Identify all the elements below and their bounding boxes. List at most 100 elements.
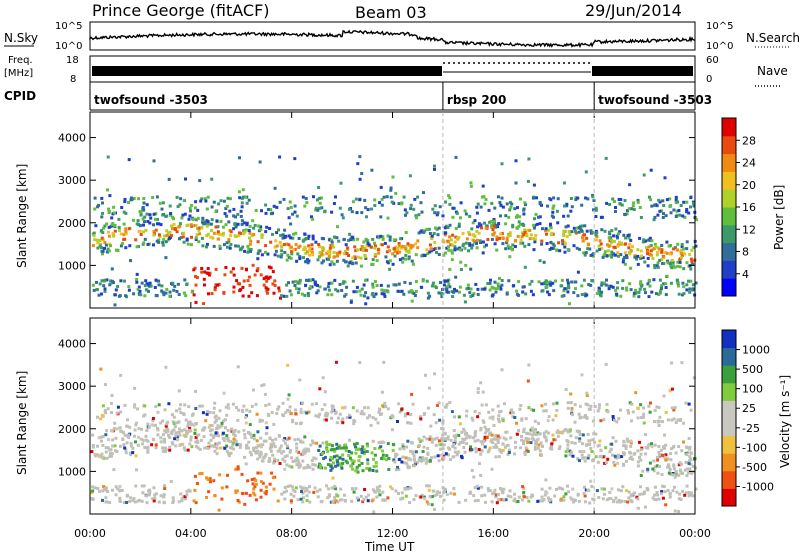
- scatter-cell: [182, 446, 186, 450]
- scatter-cell: [203, 222, 207, 226]
- scatter-cell: [304, 447, 308, 451]
- scatter-cell: [471, 221, 475, 225]
- scatter-cell: [406, 466, 410, 470]
- scatter-cell: [264, 439, 268, 443]
- scatter-cell: [566, 401, 570, 405]
- scatter-cell: [467, 231, 471, 234]
- scatter-cell: [545, 232, 548, 236]
- scatter-cell: [210, 292, 214, 295]
- scatter-cell: [301, 195, 305, 199]
- scatter-cell: [453, 450, 457, 454]
- scatter-cell: [597, 406, 601, 410]
- scatter-cell: [452, 492, 456, 496]
- scatter-cell: [658, 291, 662, 295]
- scatter-cell: [364, 206, 368, 210]
- scatter-cell: [227, 238, 231, 242]
- scatter-cell: [317, 196, 321, 200]
- scatter-cell: [469, 294, 473, 298]
- scatter-cell: [208, 480, 212, 484]
- scatter-cell: [614, 288, 618, 292]
- scatter-cell: [330, 466, 334, 470]
- scatter-cell: [516, 234, 520, 238]
- colorbar-tick: 24: [742, 157, 756, 170]
- scatter-cell: [118, 489, 122, 493]
- scatter-cell: [514, 440, 517, 444]
- scatter-cell: [456, 450, 460, 454]
- scatter-cell: [225, 444, 229, 448]
- scatter-cell: [287, 393, 291, 397]
- scatter-cell: [528, 229, 532, 232]
- scatter-cell: [521, 290, 525, 294]
- scatter-cell: [258, 453, 262, 457]
- scatter-cell: [409, 413, 413, 417]
- scatter-cell: [201, 219, 205, 223]
- scatter-cell: [606, 243, 609, 247]
- scatter-cell: [652, 469, 656, 473]
- scatter-cell: [248, 236, 251, 240]
- scatter-cell: [137, 435, 141, 439]
- scatter-cell: [647, 404, 651, 408]
- scatter-cell: [629, 207, 633, 211]
- scatter-cell: [201, 216, 205, 220]
- scatter-cell: [231, 402, 235, 406]
- scatter-cell: [348, 415, 352, 419]
- scatter-cell: [248, 423, 252, 427]
- scatter-cell: [330, 444, 334, 448]
- scatter-cell: [328, 443, 332, 446]
- scatter-cell: [452, 429, 456, 432]
- scatter-cell: [140, 484, 144, 488]
- scatter-cell: [639, 257, 643, 260]
- scatter-cell: [271, 282, 275, 286]
- scatter-cell: [689, 408, 693, 412]
- scatter-cell: [206, 410, 209, 414]
- scatter-cell: [598, 239, 602, 243]
- scatter-cell: [254, 402, 258, 406]
- scatter-cell: [186, 424, 190, 428]
- scatter-cell: [481, 390, 485, 394]
- scatter-cell: [121, 437, 125, 441]
- scatter-cell: [285, 294, 289, 298]
- scatter-cell: [480, 403, 484, 407]
- scatter-cell: [533, 217, 536, 221]
- scatter-cell: [242, 279, 246, 283]
- scatter-cell: [303, 489, 307, 493]
- scatter-cell: [330, 281, 334, 285]
- scatter-cell: [403, 461, 407, 465]
- scatter-cell: [483, 202, 487, 206]
- scatter-cell: [545, 242, 549, 245]
- scatter-cell: [667, 463, 670, 467]
- scatter-cell: [499, 214, 502, 218]
- scatter-cell: [282, 243, 286, 247]
- scatter-cell: [587, 454, 591, 457]
- scatter-cell: [363, 246, 367, 250]
- scatter-cell: [548, 446, 552, 450]
- scatter-cell: [182, 198, 186, 202]
- scatter-cell: [414, 289, 418, 293]
- scatter-cell: [682, 200, 686, 204]
- scatter-cell: [532, 432, 536, 436]
- scatter-cell: [386, 234, 390, 238]
- scatter-cell: [431, 207, 435, 211]
- scatter-cell: [560, 294, 564, 298]
- scatter-cell: [211, 436, 215, 439]
- scatter-cell: [571, 454, 575, 458]
- scatter-cell: [124, 211, 128, 215]
- scatter-cell: [442, 253, 446, 257]
- scatter-cell: [440, 443, 443, 447]
- scatter-cell: [371, 237, 375, 241]
- scatter-cell: [682, 292, 686, 296]
- scatter-cell: [154, 228, 158, 232]
- scatter-cell: [594, 238, 598, 242]
- scatter-cell: [300, 490, 303, 493]
- scatter-cell: [626, 234, 630, 238]
- scatter-cell: [600, 215, 604, 219]
- scatter-cell: [138, 210, 142, 214]
- scatter-cell: [666, 488, 670, 492]
- scatter-cell: [377, 489, 381, 493]
- scatter-cell: [238, 156, 241, 160]
- ytick-label: 2000: [58, 423, 86, 436]
- scatter-cell: [108, 194, 112, 198]
- scatter-cell: [641, 240, 645, 244]
- scatter-cell: [363, 254, 367, 257]
- scatter-cell: [354, 445, 358, 449]
